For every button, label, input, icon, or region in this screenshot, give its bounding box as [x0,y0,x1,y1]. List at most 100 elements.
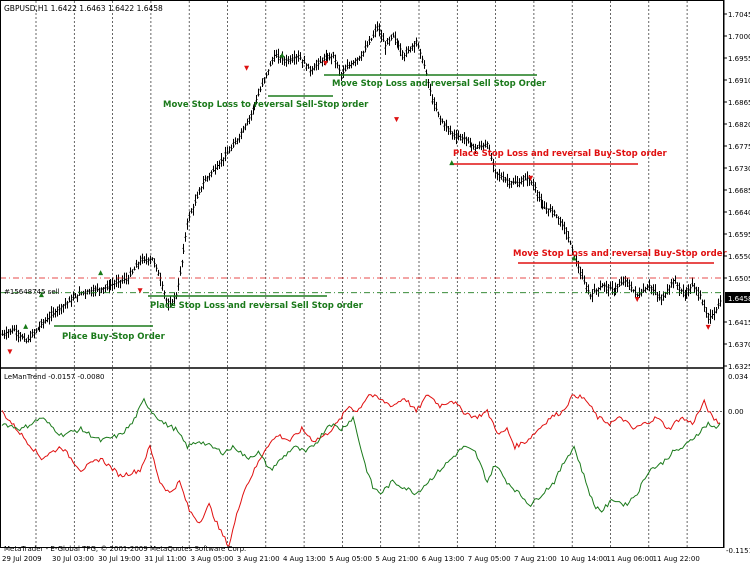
ohlc-bar [111,277,114,291]
ohlc-bar [593,283,596,294]
ohlc-bar [437,111,440,118]
ohlc-bar [293,50,296,65]
time-tick-label: 30 Jul 03:00 [52,555,94,563]
ohlc-bar [133,266,136,271]
ohlc-bar [253,101,256,111]
price-tick-label: 1.6775 [728,143,750,151]
ohlc-bar [699,290,702,300]
ohlc-bar [109,279,112,291]
sell-arrow-icon [323,60,329,66]
ohlc-bar [198,187,201,195]
ohlc-bar [678,282,681,296]
ohlc-bar [607,283,610,297]
ohlc-bar [433,97,436,112]
ohlc-bar [88,288,91,295]
ohlc-bar [202,175,205,190]
ohlc-bar [248,115,251,125]
ohlc-bar [693,282,696,293]
ohlc-bar [526,171,529,187]
price-axis: 1.7045 1.7000 1.6955 1.6910 1.6865 1.6820 1.67… [724,11,750,371]
ohlc-bar [380,29,383,42]
ohlc-bar [328,52,331,61]
ohlc-bar [401,50,404,60]
ohlc-bar [415,37,418,47]
ohlc-bar [190,208,193,214]
ohlc-bar [630,281,633,293]
ohlc-bar [674,275,677,284]
ohlc-bar [419,48,422,59]
ohlc-bar [376,21,379,32]
ohlc-bar [275,49,278,58]
ohlc-bar [161,281,164,291]
ohlc-bar [35,328,38,334]
ohlc-bar [317,58,320,70]
ohlc-bar [397,40,400,51]
ohlc-bar [265,72,268,79]
time-axis: 29 Jul 2009 30 Jul 03:00 30 Jul 19:00 31 Ju… [2,555,700,563]
ohlc-bar [660,294,663,306]
indicator-tick-zero: 0.00 [728,408,744,416]
ohlc-bar [403,52,406,62]
ohlc-bar [334,54,337,69]
price-tick-label: 1.6910 [728,77,750,85]
ohlc-bar [421,55,424,64]
ohlc-bar [336,61,339,69]
ohlc-bar [390,34,393,41]
ohlc-bar [1,329,4,336]
ohlc-bar [494,168,497,179]
ohlc-bar [555,214,558,219]
ohlc-bar [358,55,361,62]
ohlc-bar [163,290,166,299]
ohlc-bar [571,244,574,256]
ohlc-bar [670,278,673,288]
ohlc-bar [242,125,245,133]
indicator-tick-bottom: -0.1151 [726,547,750,555]
ohlc-bar [74,293,77,299]
ohlc-bar [514,175,517,185]
ohlc-bar [224,146,227,162]
ohlc-bar [125,272,128,285]
ohlc-bar [102,287,105,294]
ohlc-bar [267,69,270,76]
ohlc-bar [518,178,521,188]
ohlc-bar [567,231,570,243]
price-tick-label: 1.6415 [728,319,750,327]
symbol-info: GBPUSD,H1 1.6422 1.6463 1.6422 1.6458 [4,4,163,13]
ohlc-bar [496,171,499,181]
ohlc-bar [297,50,300,62]
annotation-label: Move Stop Loss and reversal Sell Stop Or… [332,79,547,89]
ohlc-bar [76,294,79,303]
ohlc-bar [603,282,606,292]
indicator-lines-layer [1,394,721,548]
ohlc-bar [388,36,391,46]
ohlc-bar [522,174,525,187]
ohlc-bar [624,275,627,287]
ohlc-bar [257,88,260,97]
ohlc-bar [52,307,55,318]
ohlc-bar [319,55,322,64]
ohlc-bar [222,157,225,167]
ohlc-bar [455,129,458,145]
ohlc-bar [342,65,345,79]
ohlc-bar [697,287,700,301]
ohlc-bar [618,279,621,287]
ohlc-bar [691,277,694,287]
ohlc-bar [56,306,59,317]
ohlc-bar [240,128,243,140]
ohlc-bar [409,46,412,53]
price-tick-label: 1.7045 [728,11,750,19]
ohlc-bar [427,78,430,89]
ohlc-bar [277,48,280,64]
ohlc-bar [599,280,602,291]
ohlc-bar [131,269,134,275]
ohlc-bar [672,278,675,289]
ohlc-bar [620,276,623,286]
time-tick-label: 7 Aug 21:00 [514,555,557,563]
time-tick-label: 3 Aug 21:00 [237,555,280,563]
ohlc-bar [609,282,612,290]
annotation-label: Move Stop Loss to reversal Sell-Stop ord… [163,100,369,110]
ohlc-bar [504,176,507,183]
ohlc-bar [218,160,221,170]
